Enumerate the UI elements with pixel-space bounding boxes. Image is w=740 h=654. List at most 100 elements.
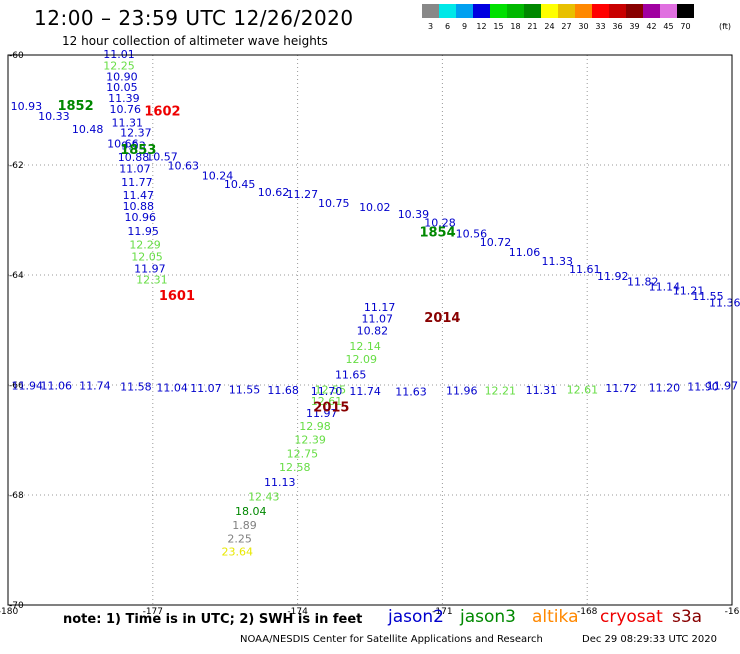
legend-bin: 36 — [609, 4, 626, 31]
data-layer: 11.0112.2510.9010.0511.3910.7611.3112.37… — [11, 48, 740, 559]
x-tick-label: -177 — [143, 607, 163, 617]
legend-swatch — [677, 4, 694, 18]
swh-value: 12.37 — [120, 126, 152, 139]
swh-value: 11.20 — [649, 382, 681, 395]
pass-label: 1854 — [419, 226, 455, 241]
pass-label: 1853 — [120, 143, 156, 158]
swh-value: 10.96 — [125, 211, 157, 224]
legend-swatch — [507, 4, 524, 18]
legend-swatch — [626, 4, 643, 18]
swh-value: 11.90 — [687, 381, 719, 394]
plot-frame — [7, 54, 733, 606]
swh-value: 10.82 — [357, 324, 389, 337]
grid-layer — [8, 55, 732, 605]
swh-value: 11.31 — [526, 384, 558, 397]
swh-value: 11.96 — [446, 384, 478, 397]
swh-value: 10.05 — [106, 81, 138, 94]
swh-value: 11.97 — [306, 407, 338, 420]
legend-swatch — [439, 4, 456, 18]
swh-value: 11.63 — [395, 385, 427, 398]
swh-value: 11.70 — [311, 385, 343, 398]
legend-bin: 39 — [626, 4, 643, 31]
swh-value: 10.57 — [146, 151, 178, 164]
swh-value: 10.66 — [107, 137, 139, 150]
swh-value: 11.27 — [287, 188, 319, 201]
swh-value: 12.55 — [315, 383, 347, 396]
swh-value: 10.39 — [398, 208, 430, 221]
swh-value: 10.76 — [110, 103, 142, 116]
swh-value: 12.75 — [287, 448, 319, 461]
x-tick-label: -174 — [287, 607, 308, 617]
footer-credit: NOAA/NESDIS Center for Satellite Applica… — [240, 634, 543, 645]
swh-value: 10.75 — [318, 197, 350, 210]
pass-label: 1601 — [159, 289, 195, 304]
swh-value: 11.55 — [229, 383, 261, 396]
swh-value: 11.65 — [335, 368, 367, 381]
y-tick-label: -70 — [9, 601, 24, 611]
swh-value: 10.93 — [11, 100, 43, 113]
swh-value: 11.04 — [156, 382, 188, 395]
swh-value: 10.56 — [456, 228, 488, 241]
legend-bin-label: 33 — [595, 22, 606, 31]
page-title: 12:00 – 23:59 UTC 12/26/2020 — [34, 6, 354, 30]
swh-value: 11.55 — [692, 290, 724, 303]
pass-1602: 11.0112.2510.9010.0511.3910.7611.3112.37… — [103, 48, 167, 287]
swh-value: 11.07 — [361, 312, 393, 325]
page-subtitle: 12 hour collection of altimeter wave hei… — [62, 34, 328, 48]
swh-value: 12.61 — [567, 383, 599, 396]
satellite-legend-jason2: jason2 — [388, 607, 444, 627]
legend-bin-label: 21 — [527, 22, 538, 31]
swh-value: 12.31 — [136, 273, 168, 286]
swh-value: 11.95 — [127, 225, 159, 238]
legend-bin: 24 — [541, 4, 558, 31]
legend-swatch — [575, 4, 592, 18]
legend-bin-label: 39 — [629, 22, 640, 31]
swh-value: 11.07 — [119, 163, 151, 176]
pass-label: 1602 — [144, 105, 180, 120]
swh-value: 12.21 — [485, 384, 517, 397]
legend-swatch — [456, 4, 473, 18]
swh-value: 11.92 — [597, 270, 629, 283]
legend-bin: 70 — [677, 4, 694, 31]
swh-value: 10.90 — [106, 70, 138, 83]
legend-swatch — [473, 4, 490, 18]
swh-value: 12.58 — [279, 461, 311, 474]
footer-date: Dec 29 08:29:33 UTC 2020 — [582, 634, 717, 645]
swh-value: 10.62 — [258, 186, 290, 199]
swh-value: 11.07 — [190, 382, 222, 395]
swh-value: 18.04 — [235, 505, 267, 518]
legend-bin-label: 27 — [561, 22, 572, 31]
legend-swatch — [558, 4, 575, 18]
legend-swatch — [592, 4, 609, 18]
swh-value: 11.13 — [264, 476, 296, 489]
swh-value: 11.47 — [123, 189, 155, 202]
swh-value: 11.06 — [509, 246, 541, 259]
y-tick-label: -62 — [9, 161, 24, 171]
swh-value: 12.61 — [311, 395, 343, 408]
swh-value: 10.45 — [224, 178, 256, 191]
legend-bin: 33 — [592, 4, 609, 31]
tick-layer: -180 -177 -174 -171 -168 -16 -60 -62 -64 -66 -68 -7… — [0, 51, 740, 617]
swh-value: 11.21 — [673, 284, 705, 297]
swh-value: 12.43 — [248, 491, 280, 504]
color-scale-unit: (ft) — [719, 22, 732, 31]
swh-value: 11.01 — [103, 48, 135, 61]
swh-value: 11.68 — [267, 384, 299, 397]
legend-bin-label: 6 — [444, 22, 451, 31]
legend-bin-label: 24 — [544, 22, 555, 31]
legend-swatch — [524, 4, 541, 18]
swh-value: 2.25 — [227, 532, 252, 545]
legend-bin-label: 42 — [646, 22, 657, 31]
legend-bin: 15 — [490, 4, 507, 31]
pass-upper-diagonal: 11.3611.5511.2111.1411.8211.9211.6111.33… — [11, 100, 740, 309]
x-tick-label: -168 — [577, 607, 598, 617]
swh-value: 10.88 — [123, 200, 155, 213]
legend-bin: 6 — [439, 4, 456, 31]
satellite-legend-cryosat: cryosat — [600, 607, 663, 627]
swh-value: 11.06 — [41, 379, 73, 392]
swh-value: 11.58 — [120, 381, 152, 394]
swh-value: 11.33 — [542, 255, 574, 268]
swh-value: 12.05 — [131, 251, 163, 264]
legend-bin: 45 — [660, 4, 677, 31]
